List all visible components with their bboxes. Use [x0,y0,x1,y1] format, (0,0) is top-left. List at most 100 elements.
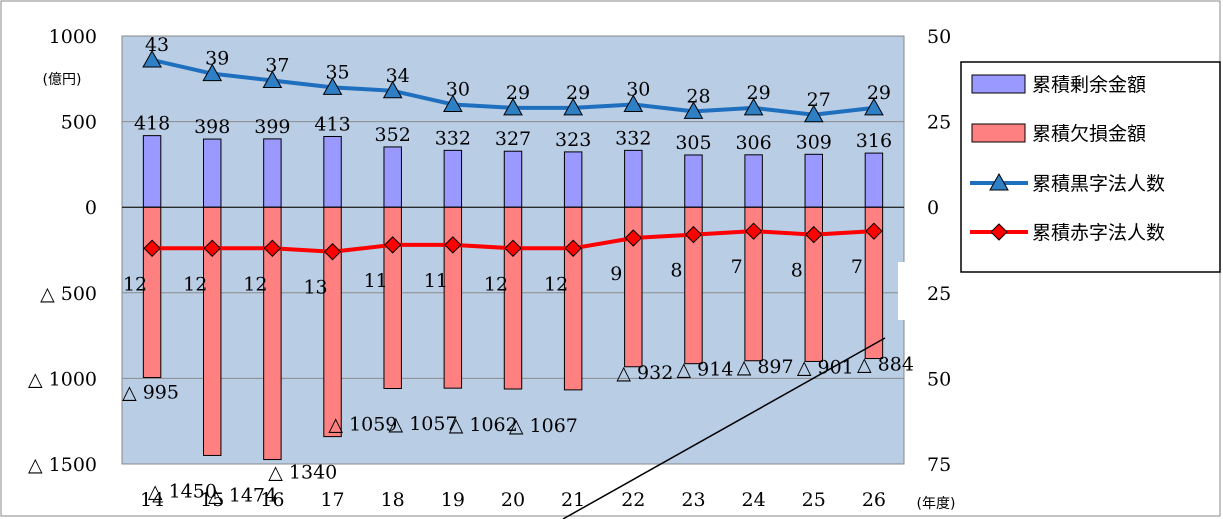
deficit-value-label: △ 1062 [449,414,518,436]
surplus-bar [383,146,402,208]
black-count-label: 29 [867,82,891,104]
red-series-marker [865,222,883,240]
black-series-marker [262,70,283,89]
surplus-bar [142,135,162,208]
red-count-label: 12 [484,273,508,295]
deficit-value-label: △ 901 [797,356,854,378]
x-tick-label: 25 [802,489,826,511]
red-series-marker [744,222,763,240]
x-tick-label: 16 [260,489,284,511]
deficit-value-label: △ 1057 [389,413,458,435]
surplus-value-label: 323 [555,129,591,151]
deficit-bar [323,206,342,438]
x-tick-label: 23 [681,489,705,511]
black-count-label: 30 [446,78,470,100]
x-tick-label: 21 [561,489,585,511]
left-tick-label: 500 [61,112,97,134]
left-tick-label: 0 [85,197,97,219]
black-series-marker [803,104,824,123]
legend-swatch-deficit [971,123,1026,143]
black-series-marker [202,63,223,82]
red-series-marker [323,243,342,261]
x-tick-label: 17 [320,489,344,511]
red-series-marker [805,225,823,244]
deficit-value-label: △ 1340 [268,462,337,484]
black-series-marker [623,94,644,112]
black-series-marker [743,97,764,116]
x-tick-label: 14 [140,489,164,511]
red-line-series [143,222,883,261]
surplus-value-label: 316 [856,130,892,152]
black-line-series [142,49,884,123]
black-count-label: 29 [566,82,590,104]
right-tick-label: 75 [927,454,951,476]
deficit-value-label: △ 995 [122,382,179,404]
surplus-value-label: 332 [435,127,471,149]
right-axis-tick-labels: 50 25 0 25 50 75 [898,26,951,476]
black-series-marker [503,97,523,116]
deficit-bar [443,206,463,389]
surplus-bar [804,153,823,208]
deficit-value-label: △ 1059 [328,414,397,436]
x-axis-unit: (年度) [917,496,956,512]
surplus-value-label: 413 [314,113,350,135]
legend-label: 累積赤字法人数 [1032,222,1165,244]
red-count-label: 9 [610,263,622,285]
legend-label: 累積欠損金額 [1032,123,1146,145]
surplus-value-label: 305 [675,132,711,154]
deficit-value-label: △ 1450 [148,480,217,502]
surplus-bar [263,138,282,208]
black-count-label: 27 [807,89,831,111]
red-series-marker [504,239,522,257]
red-series-marker [684,225,703,244]
black-series-marker [142,49,162,68]
deficit-bar [563,206,583,391]
black-series-marker [442,94,463,112]
right-tick-label: 50 [927,368,951,390]
red-count-label: 11 [364,270,388,292]
deficit-value-label: △ 884 [857,354,914,376]
left-tick-label: △ 500 [40,283,97,305]
deficit-value-label: △ 1067 [509,415,578,437]
black-count-label: 34 [386,65,410,87]
black-count-label: 39 [205,48,229,70]
x-tick-label: 19 [441,489,465,511]
x-tick-label: 26 [862,489,886,511]
surplus-bar [744,154,763,208]
black-series-marker [864,97,884,116]
legend-marker-red [990,223,1008,241]
red-count-label: 13 [303,277,327,299]
left-tick-label: 1000 [49,26,97,48]
deficit-value-label: △ 1474 [208,485,277,507]
black-count-label: 43 [145,34,169,56]
black-count-label: 28 [686,85,710,107]
red-count-label: 12 [123,273,147,295]
red-count-label: 7 [851,256,863,278]
deficit-bar [503,206,523,390]
surplus-value-label: 332 [615,127,651,149]
legend-label: 累積剰余金額 [1032,74,1146,96]
right-tick-label: 25 [927,112,951,134]
left-axis-tick-labels: 1000 500 0 △ 500 △ 1000 △ 1500 [28,26,97,476]
left-axis-unit: (億円) [43,72,82,88]
deficit-value-label: △ 932 [616,362,673,384]
deficit-value-label: △ 914 [677,359,734,381]
x-tick-label: 15 [200,489,224,511]
surplus-value-label: 352 [375,124,411,146]
left-tick-label: △ 1500 [28,454,97,476]
right-tick-label: 0 [927,197,939,219]
red-series-marker [624,229,643,247]
black-count-label: 37 [265,55,289,77]
black-count-label: 30 [626,78,650,100]
annotation-line [562,337,886,519]
x-tick-label: 18 [381,489,405,511]
red-count-label: 8 [791,260,803,282]
x-axis-tick-labels: 14 15 16 17 18 19 20 21 22 23 24 25 26 [140,489,886,511]
legend-label: 累積黒字法人数 [1032,173,1165,195]
red-series-marker [383,236,402,254]
legend-marker-black [989,172,1009,191]
surplus-value-label: 418 [134,113,170,135]
surplus-value-label: 306 [735,132,771,154]
